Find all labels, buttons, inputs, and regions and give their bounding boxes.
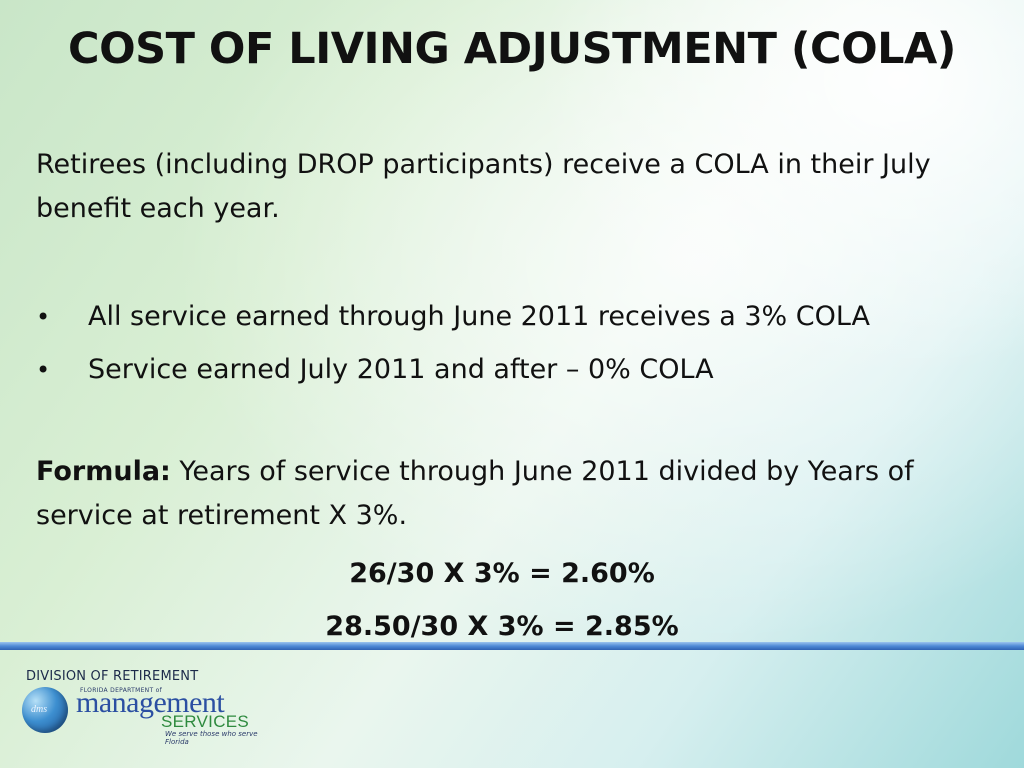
cola-bullet-list: • All service earned through June 2011 r… — [36, 290, 870, 396]
logo-services-text: SERVICES — [161, 712, 250, 731]
dms-logo: dms FLORIDA DEPARTMENT of management SER… — [22, 687, 272, 747]
calculation-example-1: 26/30 X 3% = 2.60% — [349, 558, 655, 589]
footer-divider — [0, 642, 1024, 650]
division-label: DIVISION OF RETIREMENT — [26, 669, 199, 684]
list-item: • All service earned through June 2011 r… — [36, 290, 870, 343]
bullet-marker: • — [36, 302, 51, 331]
bullet-text: Service earned July 2011 and after – 0% … — [88, 354, 714, 385]
intro-paragraph: Retirees (including DROP participants) r… — [36, 149, 931, 224]
list-item: • Service earned July 2011 and after – 0… — [36, 343, 870, 396]
bullet-marker: • — [36, 355, 51, 384]
formula-paragraph: Formula: Years of service through June 2… — [36, 450, 966, 538]
formula-label: Formula: — [36, 456, 171, 487]
bullet-text: All service earned through June 2011 rec… — [88, 301, 871, 332]
calculation-example-2: 28.50/30 X 3% = 2.85% — [325, 611, 679, 642]
globe-text: dms — [31, 704, 48, 715]
logo-main-text: management — [76, 686, 225, 719]
logo-tagline: We serve those who serve Florida — [165, 730, 258, 746]
florida-globe-icon: dms — [22, 687, 68, 733]
logo-department-text: FLORIDA DEPARTMENT of — [80, 687, 163, 694]
formula-text: Years of service through June 2011 divid… — [36, 456, 914, 531]
slide-title: COST OF LIVING ADJUSTMENT (COLA) — [68, 24, 956, 74]
